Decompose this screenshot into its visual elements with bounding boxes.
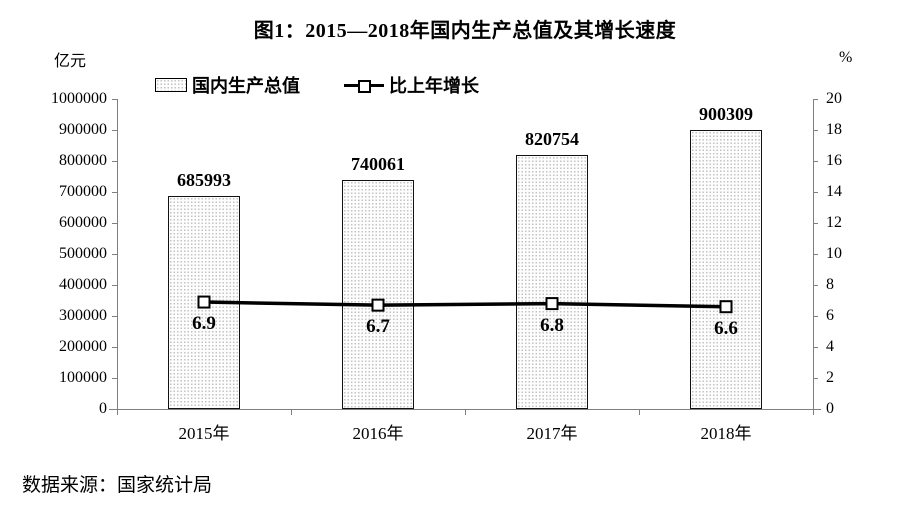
line-marker-icon bbox=[197, 295, 211, 309]
legend-item-gdp: 国内生产总值 bbox=[155, 72, 300, 98]
bar-value-label: 740061 bbox=[351, 153, 405, 174]
line-value-label: 6.9 bbox=[192, 313, 216, 335]
right-axis-tick-label: 0 bbox=[826, 400, 834, 417]
x-axis-tick bbox=[812, 409, 814, 415]
right-axis-tick bbox=[813, 253, 818, 255]
legend: 国内生产总值 比上年增长 bbox=[155, 72, 479, 98]
gdp-bar bbox=[342, 179, 414, 409]
left-axis-tick-label: 300000 bbox=[59, 307, 107, 324]
plot-area: 0 100000 200000 300000 400000 500000 600000 700… bbox=[51, 90, 842, 443]
growth-line-layer bbox=[197, 295, 733, 314]
right-axis-tick-label: 6 bbox=[826, 307, 834, 324]
left-axis-tick-label: 0 bbox=[99, 400, 107, 417]
right-axis-tick bbox=[813, 98, 818, 100]
left-axis-tick-label: 500000 bbox=[59, 245, 107, 262]
legend-label-growth: 比上年增长 bbox=[389, 76, 479, 96]
chart-title: 图1：2015—2018年国内生产总值及其增长速度 bbox=[253, 20, 677, 42]
right-axis-tick-label: 20 bbox=[826, 90, 842, 107]
left-axis-tick bbox=[112, 222, 117, 224]
data-source-note: 数据来源：国家统计局 bbox=[22, 475, 213, 496]
right-axis-tick-label: 10 bbox=[826, 245, 842, 262]
bar-value-label: 820754 bbox=[525, 128, 579, 149]
right-axis-tick-label: 18 bbox=[826, 121, 842, 138]
right-axis-tick-label: 12 bbox=[826, 214, 842, 231]
left-axis-tick bbox=[112, 315, 117, 317]
left-axis-tick-label: 100000 bbox=[59, 369, 107, 386]
bar-series-swatch-icon bbox=[155, 78, 187, 92]
right-axis-tick bbox=[813, 284, 818, 286]
left-axis-line bbox=[117, 99, 118, 409]
gdp-bar bbox=[516, 154, 588, 409]
line-value-label: 6.6 bbox=[714, 317, 738, 339]
line-marker-icon bbox=[545, 297, 559, 311]
left-axis-tick-label: 600000 bbox=[59, 214, 107, 231]
right-axis-tick-label: 4 bbox=[826, 338, 834, 355]
x-axis-tick bbox=[116, 409, 118, 415]
growth-line bbox=[203, 300, 727, 309]
left-axis-tick bbox=[112, 160, 117, 162]
legend-label-gdp: 国内生产总值 bbox=[192, 76, 300, 96]
left-axis-tick bbox=[112, 284, 117, 286]
x-category-label: 2015年 bbox=[178, 424, 230, 443]
right-axis-tick bbox=[813, 129, 818, 131]
line-series-swatch-icon bbox=[344, 79, 384, 93]
x-category-label: 2017年 bbox=[526, 424, 578, 443]
right-axis-tick bbox=[813, 377, 818, 379]
left-axis-tick bbox=[112, 129, 117, 131]
right-axis-tick-label: 8 bbox=[826, 276, 834, 293]
left-axis-tick-label: 900000 bbox=[59, 121, 107, 138]
right-axis-tick bbox=[813, 191, 818, 193]
bar-value-label: 685993 bbox=[177, 170, 231, 191]
right-axis-tick-label: 14 bbox=[826, 183, 842, 200]
line-value-label: 6.7 bbox=[366, 316, 390, 338]
left-axis-tick bbox=[112, 408, 117, 410]
right-axis-unit-label: % bbox=[839, 49, 853, 66]
right-axis-tick bbox=[813, 160, 818, 162]
left-axis-tick bbox=[112, 191, 117, 193]
left-axis-tick bbox=[112, 377, 117, 379]
bar-value-label: 900309 bbox=[699, 103, 753, 124]
right-axis-tick-label: 2 bbox=[826, 369, 834, 386]
right-axis-tick-label: 16 bbox=[826, 152, 842, 169]
gdp-bar bbox=[690, 129, 762, 409]
left-axis-tick bbox=[112, 346, 117, 348]
left-axis-unit-label: 亿元 bbox=[54, 53, 87, 70]
left-axis-tick-label: 200000 bbox=[59, 338, 107, 355]
right-axis-tick bbox=[813, 315, 818, 317]
legend-item-growth: 比上年增长 bbox=[344, 72, 479, 98]
left-axis-tick-label: 800000 bbox=[59, 152, 107, 169]
left-axis-tick bbox=[112, 253, 117, 255]
line-marker-icon bbox=[371, 298, 385, 312]
right-axis-tick bbox=[813, 222, 818, 224]
x-axis-tick bbox=[464, 409, 466, 415]
x-axis-tick bbox=[290, 409, 292, 415]
left-axis-tick-label: 400000 bbox=[59, 276, 107, 293]
left-axis-tick-label: 1000000 bbox=[51, 90, 107, 107]
line-value-label: 6.8 bbox=[540, 314, 564, 336]
left-axis-tick bbox=[112, 98, 117, 100]
x-category-label: 2016年 bbox=[352, 424, 404, 443]
left-axis-tick-label: 700000 bbox=[59, 183, 107, 200]
right-axis-tick bbox=[813, 408, 818, 410]
x-category-label: 2018年 bbox=[700, 424, 752, 443]
x-axis-tick bbox=[638, 409, 640, 415]
line-marker-icon bbox=[719, 300, 733, 314]
right-axis-tick bbox=[813, 346, 818, 348]
